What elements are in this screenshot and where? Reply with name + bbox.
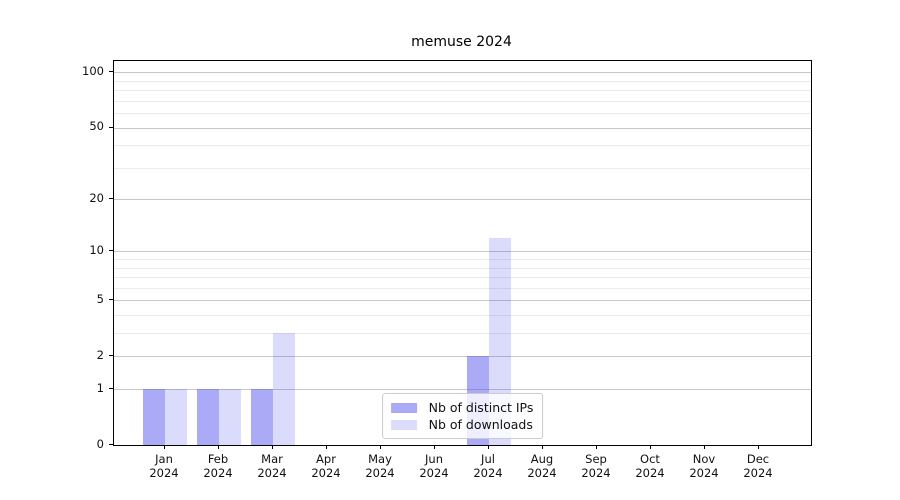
gridline-major xyxy=(114,251,811,253)
legend-label-distinct-ips: Nb of distinct IPs xyxy=(428,400,534,415)
x-tick-label: May 2024 xyxy=(365,452,395,480)
gridline-minor xyxy=(114,267,811,269)
x-tick-mark xyxy=(758,445,759,449)
x-tick-mark xyxy=(326,445,327,449)
y-tick-label: 2 xyxy=(96,347,104,362)
x-tick-mark xyxy=(218,445,219,449)
bar-distinct-ips-mar xyxy=(251,389,273,445)
gridline-major xyxy=(114,389,811,390)
y-tick-label: 0 xyxy=(96,436,104,451)
gridline-major xyxy=(114,72,811,74)
gridline-minor xyxy=(114,145,811,147)
legend-item-downloads: Nb of downloads xyxy=(390,416,534,433)
y-tick-label: 20 xyxy=(89,190,104,205)
y-tick-mark xyxy=(109,355,113,357)
legend-item-distinct-ips: Nb of distinct IPs xyxy=(390,399,534,416)
bar-distinct-ips-feb xyxy=(197,389,219,445)
gridline-major xyxy=(114,199,811,201)
legend-swatch-downloads xyxy=(390,419,417,430)
y-tick-mark xyxy=(109,250,113,252)
x-tick-mark xyxy=(596,445,597,449)
gridline-minor xyxy=(114,315,811,316)
y-tick-mark xyxy=(109,388,113,389)
y-tick-mark xyxy=(109,299,113,301)
x-tick-label: Apr 2024 xyxy=(311,452,341,480)
gridline-minor xyxy=(114,100,811,102)
x-tick-mark xyxy=(164,445,165,449)
gridline-major xyxy=(114,300,811,302)
y-tick-mark xyxy=(109,126,113,128)
gridline-minor xyxy=(114,259,811,261)
x-tick-label: Oct 2024 xyxy=(635,452,665,480)
x-tick-mark xyxy=(272,445,273,449)
x-tick-label: Jul 2024 xyxy=(473,452,503,480)
x-tick-mark xyxy=(380,445,381,449)
x-tick-label: Sep 2024 xyxy=(581,452,611,480)
y-tick-label: 100 xyxy=(82,63,104,78)
chart-title: memuse 2024 xyxy=(411,34,512,50)
gridline-minor xyxy=(114,90,811,92)
y-tick-label: 5 xyxy=(96,291,104,306)
x-tick-mark xyxy=(488,445,489,449)
bar-downloads-jan xyxy=(165,389,187,445)
legend-label-downloads: Nb of downloads xyxy=(428,417,533,432)
gridline-minor xyxy=(114,113,811,114)
x-tick-label: Feb 2024 xyxy=(203,452,233,480)
legend: Nb of distinct IPs Nb of downloads xyxy=(381,393,544,439)
x-tick-mark xyxy=(542,445,543,449)
gridline-major xyxy=(114,127,811,129)
gridline-minor xyxy=(114,167,811,169)
gridline-minor xyxy=(114,80,811,82)
x-tick-label: Jan 2024 xyxy=(149,452,179,480)
bar-downloads-feb xyxy=(219,389,241,445)
bar-downloads-mar xyxy=(273,333,295,445)
gridline-minor xyxy=(114,333,811,335)
x-tick-label: Jun 2024 xyxy=(419,452,449,480)
y-tick-label: 50 xyxy=(89,119,104,133)
x-tick-label: Aug 2024 xyxy=(527,452,557,480)
gridline-minor xyxy=(114,287,811,289)
legend-swatch-distinct-ips xyxy=(390,402,417,413)
plot-area: Nb of distinct IPs Nb of downloads xyxy=(113,60,812,446)
y-tick-mark xyxy=(109,71,113,73)
x-tick-label: Mar 2024 xyxy=(257,452,287,480)
y-tick-label: 1 xyxy=(96,380,104,395)
x-tick-label: Nov 2024 xyxy=(689,452,719,480)
x-tick-mark xyxy=(650,445,651,449)
y-tick-label: 10 xyxy=(89,242,104,257)
bar-distinct-ips-jan xyxy=(143,389,165,445)
x-tick-mark xyxy=(704,445,705,449)
y-tick-mark xyxy=(109,444,113,445)
y-tick-mark xyxy=(109,198,113,200)
gridline-major xyxy=(114,356,811,358)
x-tick-label: Dec 2024 xyxy=(743,452,773,480)
gridline-minor xyxy=(114,277,811,279)
x-tick-mark xyxy=(434,445,435,449)
